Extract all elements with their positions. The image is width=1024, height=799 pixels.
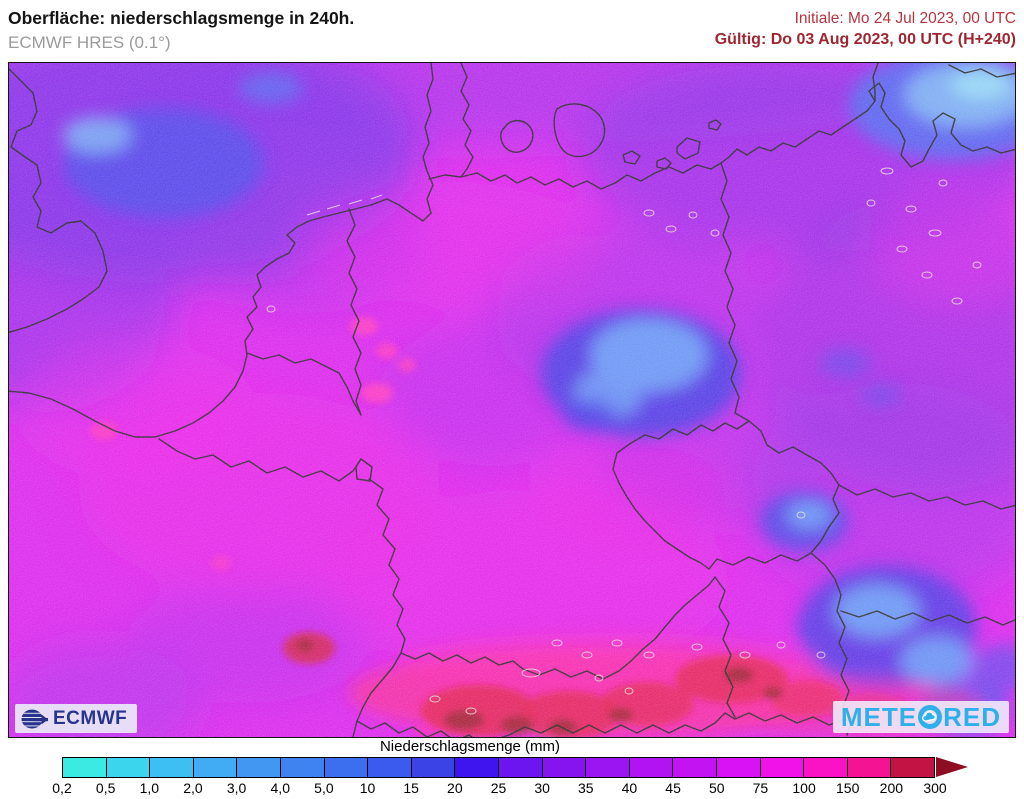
legend-cell	[280, 758, 325, 777]
ecmwf-logo-text: ECMWF	[53, 707, 128, 729]
legend-cell	[150, 758, 194, 777]
legend-tick-label: 2,0	[183, 780, 203, 796]
legend-cell	[455, 758, 499, 777]
legend-tick-label: 40	[621, 780, 638, 796]
legend-tick-label: 20	[447, 780, 463, 796]
ecmwf-logo-icon	[21, 709, 48, 728]
legend-tick-label: 0,5	[95, 780, 116, 796]
map-canvas	[9, 63, 1015, 737]
meteored-logo-text-left: METE	[840, 702, 918, 732]
legend-tick-label: 30	[534, 780, 550, 796]
legend-color-bar	[62, 757, 935, 778]
meteored-logo: METE RED	[832, 701, 1009, 733]
legend-labels: 0,2 0,5 1,0 2,0 3,0 4,0 5,0 10 15 20 25 30 35 40 45 50 7…	[52, 780, 946, 796]
legend-tick-label: 0,2	[52, 780, 72, 796]
legend-tick-label: 200	[879, 780, 904, 796]
legend: Niederschlagsmenge (mm) 0,2 0,5 1,0 2,0 3,0 4…	[0, 738, 1024, 799]
legend-cell	[891, 758, 934, 777]
terrain-grain-overlay	[9, 63, 1015, 737]
legend-cell	[411, 758, 456, 777]
legend-tick-label: 75	[752, 780, 769, 796]
legend-title: Niederschlagsmenge (mm)	[379, 738, 561, 755]
legend-tick-label: 15	[403, 780, 419, 796]
meteored-o-cloud-icon	[918, 705, 943, 729]
legend-cell	[760, 758, 805, 777]
legend-cell	[324, 758, 369, 777]
valid-time-label: Gültig: Do 03 Aug 2023, 00 UTC (H+240)	[714, 31, 1016, 48]
legend-cell	[498, 758, 543, 777]
legend-tick-label: 10	[359, 780, 376, 796]
legend-tick-label: 100	[792, 780, 816, 796]
init-time-label: Initiale: Mo 24 Jul 2023, 00 UTC	[794, 10, 1016, 27]
legend-cell	[586, 758, 630, 777]
legend-cell	[673, 758, 717, 777]
legend-cell	[716, 758, 761, 777]
legend-cell	[368, 758, 412, 777]
legend-cell	[106, 758, 151, 777]
legend-tick-label: 50	[708, 780, 725, 796]
legend-cell	[63, 758, 107, 777]
model-subtitle: ECMWF HRES (0.1°)	[8, 33, 171, 52]
legend-tick-label: 35	[578, 780, 594, 796]
legend-tick-label: 4,0	[270, 780, 290, 796]
legend-cell	[542, 758, 587, 777]
map-title: Oberfläche: niederschlagsmenge in 240h.	[8, 8, 355, 28]
legend-cell	[804, 758, 848, 777]
legend-cell	[237, 758, 281, 777]
legend-tick-label: 300	[923, 780, 947, 796]
ecmwf-logo: ECMWF	[15, 704, 138, 733]
legend-tick-label: 45	[665, 780, 681, 796]
legend-cell	[847, 758, 892, 777]
legend-tick-label: 5,0	[314, 780, 334, 796]
legend-arrow	[936, 757, 968, 777]
legend-cell	[629, 758, 674, 777]
meteored-logo-text-right: RED	[943, 702, 1001, 732]
legend-tick-label: 3,0	[226, 780, 247, 796]
legend-tick-label: 150	[836, 780, 860, 796]
legend-tick-label: 25	[490, 780, 507, 796]
precipitation-map: ECMWF METE RED	[8, 62, 1016, 738]
legend-tick-label: 1,0	[139, 780, 160, 796]
legend-cell	[193, 758, 238, 777]
